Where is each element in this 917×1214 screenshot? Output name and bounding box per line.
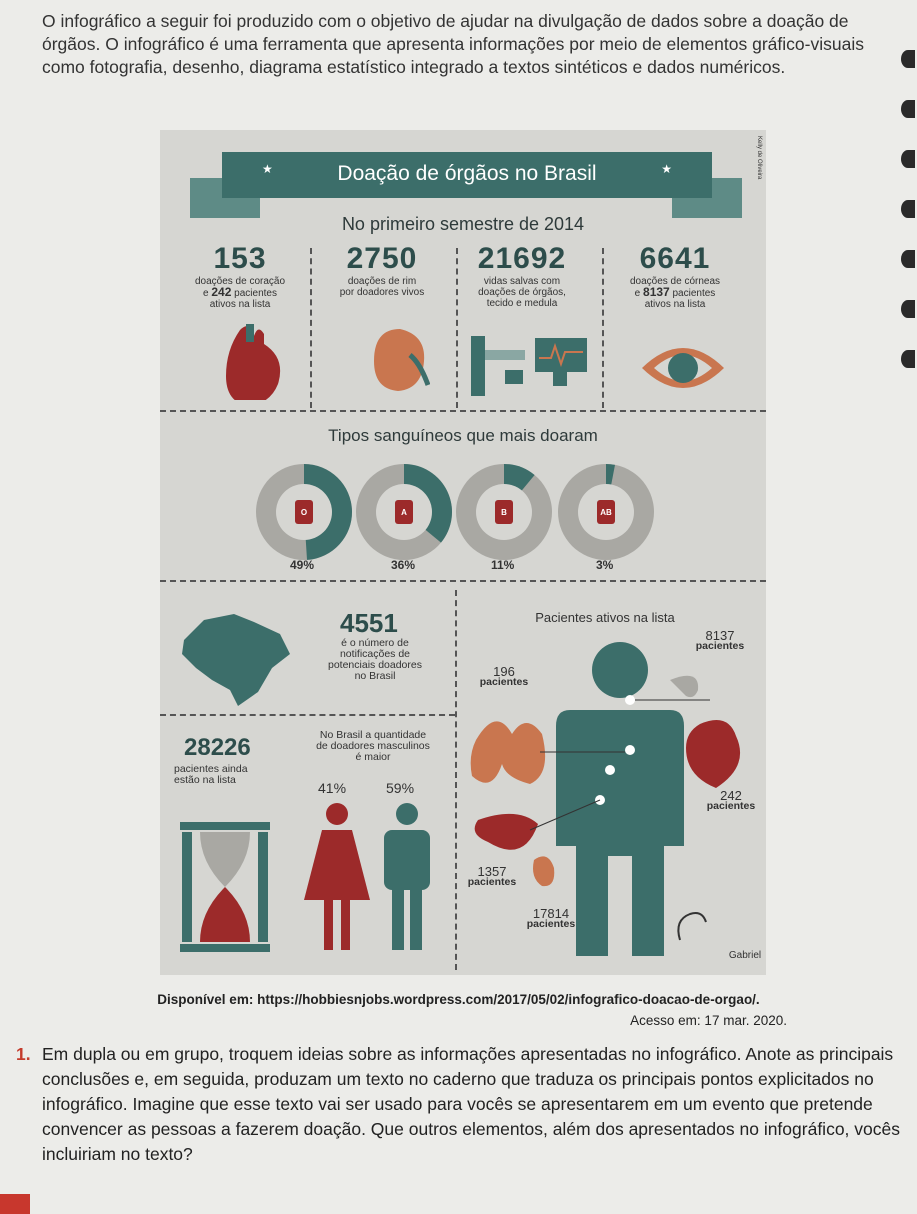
binder-holes bbox=[895, 40, 917, 940]
eye-icon bbox=[642, 348, 724, 388]
hospital-bed-icon bbox=[471, 336, 587, 396]
infographic-title: Doação de órgãos no Brasil bbox=[337, 162, 597, 185]
patients-kidney: 17814 pacientes bbox=[526, 906, 576, 930]
infographic: ★ Doação de órgãos no Brasil ★ No primei… bbox=[160, 130, 766, 975]
patients-lung: 196 pacientes bbox=[479, 664, 529, 688]
blood-donut-ab: AB bbox=[558, 464, 654, 560]
title-ribbon: ★ Doação de órgãos no Brasil ★ bbox=[222, 152, 712, 198]
source-line: Disponível em: https://hobbiesnjobs.word… bbox=[157, 992, 760, 1007]
stat-heart: 153 doações de coração e 242 pacientes a… bbox=[194, 242, 286, 310]
blood-section-title: Tipos sanguíneos que mais doaram bbox=[328, 426, 598, 445]
red-corner-tab bbox=[0, 1194, 30, 1214]
female-pct: 41% bbox=[318, 780, 347, 796]
male-donors-text: No Brasil a quantidade de doadores mascu… bbox=[316, 729, 430, 763]
blood-type-label: O bbox=[301, 508, 307, 517]
notifications-number: 4551 bbox=[340, 608, 398, 638]
access-date: Acesso em: 17 mar. 2020. bbox=[630, 1013, 787, 1028]
blood-pct-ab: 3% bbox=[596, 558, 614, 572]
star-icon: ★ bbox=[262, 162, 273, 176]
patients-liver: 1357 pacientes bbox=[467, 864, 517, 888]
patients-title: Pacientes ativos na lista bbox=[535, 610, 675, 625]
blood-type-label: AB bbox=[600, 508, 612, 517]
blood-donut-b: B bbox=[456, 464, 552, 560]
stat-lives: 21692 vidas salvas com doações de órgãos… bbox=[477, 242, 567, 309]
heart-icon bbox=[226, 324, 281, 400]
blood-type-label: A bbox=[401, 508, 407, 517]
blood-donut-o: O bbox=[256, 464, 353, 560]
question-number: 1. bbox=[16, 1044, 31, 1064]
infographic-subtitle: No primeiro semestre de 2014 bbox=[341, 214, 585, 234]
blood-donut-a: A bbox=[356, 464, 452, 560]
body-organs-figure bbox=[470, 642, 741, 956]
hourglass-icon bbox=[180, 822, 270, 952]
patients-heart: 242 pacientes bbox=[706, 788, 756, 812]
waiting-text: pacientes ainda estão na lista bbox=[174, 763, 248, 786]
author-credit: Kelly de Oliveira bbox=[756, 136, 762, 180]
brazil-map-icon bbox=[182, 614, 290, 706]
patients-cornea: 8137 pacientes bbox=[695, 628, 745, 652]
stat-cornea: 6641 doações de córneas e 8137 pacientes… bbox=[629, 242, 721, 310]
blood-donut-charts: O A B AB bbox=[256, 464, 654, 560]
man-icon bbox=[384, 803, 430, 950]
star-icon: ★ bbox=[661, 162, 672, 176]
question-text: Em dupla ou em grupo, troquem ideias sob… bbox=[42, 1044, 900, 1164]
waiting-number: 28226 bbox=[184, 734, 251, 761]
woman-icon bbox=[304, 803, 370, 950]
male-pct: 59% bbox=[386, 780, 415, 796]
signature: Gabriel bbox=[728, 950, 762, 961]
blood-type-label: B bbox=[501, 508, 507, 517]
intro-paragraph: O infográfico a seguir foi produzido com… bbox=[42, 11, 864, 77]
stat-kidney: 2750 doações de rim por doadores vivos bbox=[339, 242, 425, 298]
question-1: 1. Em dupla ou em grupo, troquem ideias … bbox=[16, 1042, 902, 1167]
blood-pct-a: 36% bbox=[391, 558, 416, 572]
blood-pct-o: 49% bbox=[290, 558, 315, 572]
kidney-icon bbox=[374, 329, 430, 391]
notifications-text: é o número de notificações de potenciais… bbox=[328, 637, 422, 682]
blood-pct-b: 11% bbox=[491, 558, 515, 572]
